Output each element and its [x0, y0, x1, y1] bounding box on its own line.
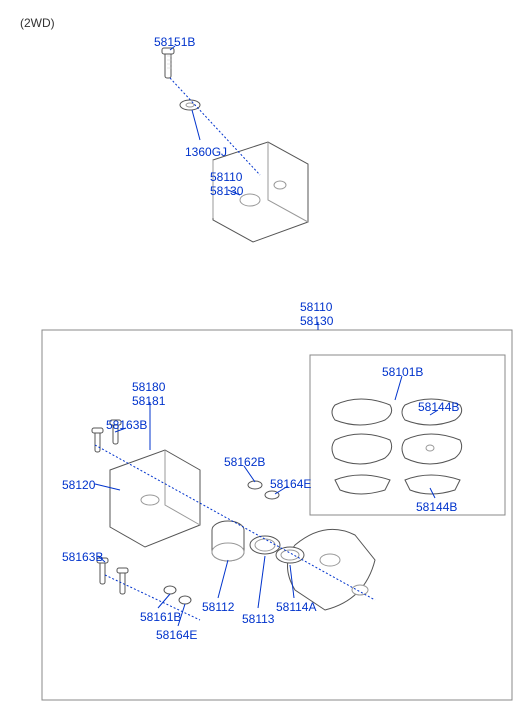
- callout-58163B-bot[interactable]: 58163B: [62, 550, 103, 564]
- callout-58110-mid[interactable]: 58110: [300, 300, 332, 314]
- callout-58120[interactable]: 58120: [62, 478, 95, 492]
- callout-58162B[interactable]: 58162B: [224, 455, 265, 469]
- callout-1360GJ[interactable]: 1360GJ: [185, 145, 227, 159]
- callout-58130-mid[interactable]: 58130: [300, 314, 333, 328]
- callout-58113[interactable]: 58113: [242, 612, 274, 626]
- callout-58130-top[interactable]: 58130: [210, 184, 243, 198]
- callout-58164E-bot[interactable]: 58164E: [156, 628, 197, 642]
- callout-58144B-bot[interactable]: 58144B: [416, 500, 457, 514]
- callout-58110-top[interactable]: 58110: [210, 170, 242, 184]
- callout-58114A[interactable]: 58114A: [276, 600, 316, 614]
- callout-58163B-top[interactable]: 58163B: [106, 418, 147, 432]
- callout-58112[interactable]: 58112: [202, 600, 234, 614]
- variant-label: (2WD): [20, 16, 55, 30]
- callout-58181[interactable]: 58181: [132, 394, 165, 408]
- callout-58101B[interactable]: 58101B: [382, 365, 423, 379]
- callout-58151B[interactable]: 58151B: [154, 35, 195, 49]
- callout-58144B-top[interactable]: 58144B: [418, 400, 459, 414]
- callout-58164E-top[interactable]: 58164E: [270, 477, 311, 491]
- callout-58161B[interactable]: 58161B: [140, 610, 181, 624]
- callout-58180[interactable]: 58180: [132, 380, 165, 394]
